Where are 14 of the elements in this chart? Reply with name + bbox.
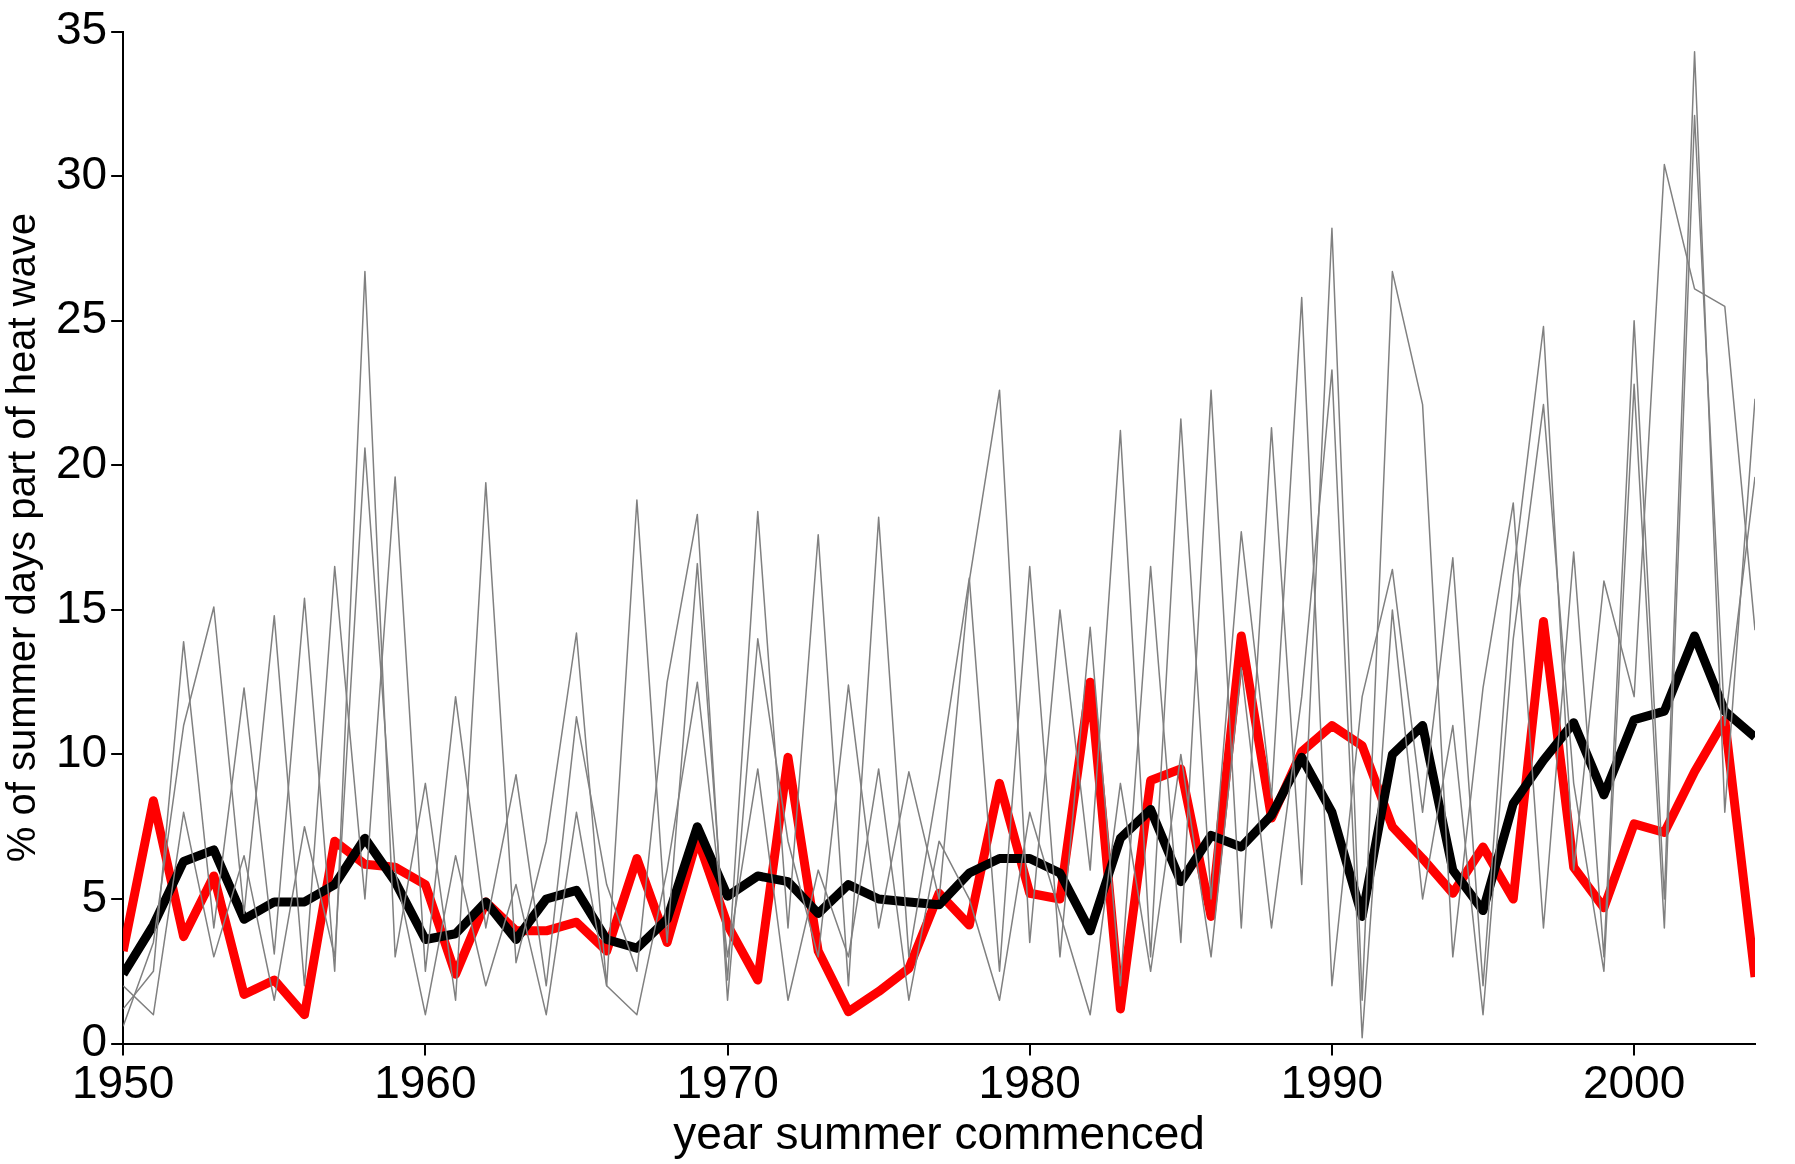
y-tick-label: 25 xyxy=(55,291,108,344)
x-tick-label: 1980 xyxy=(978,1055,1081,1108)
y-axis-title: % of summer days part of heat wave xyxy=(0,213,44,863)
x-tick-label: 1990 xyxy=(1280,1055,1384,1108)
y-tick-label: 35 xyxy=(55,2,108,55)
y-tick-label: 30 xyxy=(55,146,108,199)
x-tick-label: 1970 xyxy=(676,1055,779,1108)
x-axis-title: year summer commenced xyxy=(673,1107,1205,1160)
y-tick-label: 10 xyxy=(55,725,108,778)
y-tick-label: 15 xyxy=(55,580,108,633)
y-tick-label: 5 xyxy=(81,869,108,922)
x-tick-label: 1960 xyxy=(374,1055,477,1108)
y-tick-label: 20 xyxy=(55,436,108,488)
x-tick-label: 2000 xyxy=(1582,1055,1686,1108)
